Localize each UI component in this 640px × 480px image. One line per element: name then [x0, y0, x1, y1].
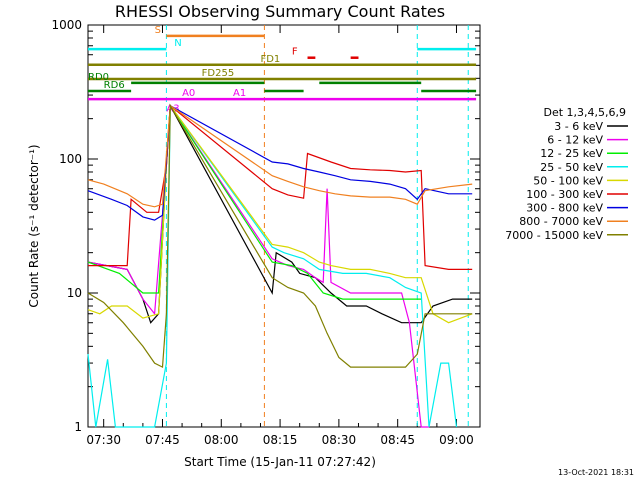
series-line — [87, 103, 458, 428]
series-line — [87, 103, 429, 428]
x-tick-label: 08:30 — [322, 433, 357, 447]
legend-label: 12 - 25 keV — [540, 147, 603, 160]
flag-label-a1: A1 — [233, 88, 246, 99]
chart-title: RHESSI Observing Summary Count Rates — [115, 2, 445, 21]
plot-frame — [87, 24, 481, 428]
legend-label: 300 - 800 keV — [526, 202, 603, 215]
y-tick-label: 10 — [67, 286, 82, 300]
flag-label-fd255: FD255 — [202, 68, 235, 79]
legend-label: 100 - 300 keV — [526, 188, 603, 201]
flag-label-rd0: RD0 — [88, 72, 109, 83]
x-tick-label: 07:45 — [145, 433, 180, 447]
y-tick-label: 1 — [74, 420, 82, 434]
x-tick-label: 08:00 — [204, 433, 239, 447]
series-line — [88, 104, 473, 270]
y-tick-label: 100 — [59, 152, 82, 166]
x-tick-label: 08:15 — [263, 433, 298, 447]
flag-label-a0: A0 — [182, 88, 195, 99]
legend-label: 800 - 7000 keV — [519, 215, 603, 228]
x-tick-label: 08:45 — [380, 433, 415, 447]
series-line — [87, 103, 422, 300]
flag-label-s: S — [155, 25, 161, 36]
series-line — [87, 103, 473, 324]
series-line — [87, 103, 473, 369]
flag-label-n: N — [174, 38, 181, 49]
legend-label: 25 - 50 keV — [540, 161, 603, 174]
x-tick-label: 07:30 — [86, 433, 121, 447]
legend-label: 7000 - 15000 keV — [505, 229, 603, 242]
series-line — [87, 104, 473, 324]
flag-label-fd1: FD1 — [260, 54, 280, 65]
x-axis-label: Start Time (15-Jan-11 07:27:42) — [184, 455, 376, 469]
x-tick-label: 09:00 — [439, 433, 474, 447]
series-line — [87, 104, 473, 221]
series-line — [87, 104, 473, 208]
flag-label-rd6: RD6 — [104, 80, 125, 91]
timestamp: 13-Oct-2021 18:31 — [558, 468, 634, 477]
flag-label-f: F — [292, 47, 298, 58]
axes: 07:30 07:45 08:00 08:15 08:30 08:45 09:00 1 10 10… — [51, 18, 480, 447]
y-tick-label: 1000 — [51, 18, 82, 32]
y-axis-label: Count Rate (s⁻¹ detector⁻¹) — [27, 144, 41, 307]
series-lines — [87, 103, 473, 428]
legend-label: 50 - 100 keV — [533, 174, 603, 187]
legend-title: Det 1,3,4,5,6,9 — [543, 106, 626, 119]
legend-label: 3 - 6 keV — [554, 120, 603, 133]
legend-label: 6 - 12 keV — [547, 134, 603, 147]
